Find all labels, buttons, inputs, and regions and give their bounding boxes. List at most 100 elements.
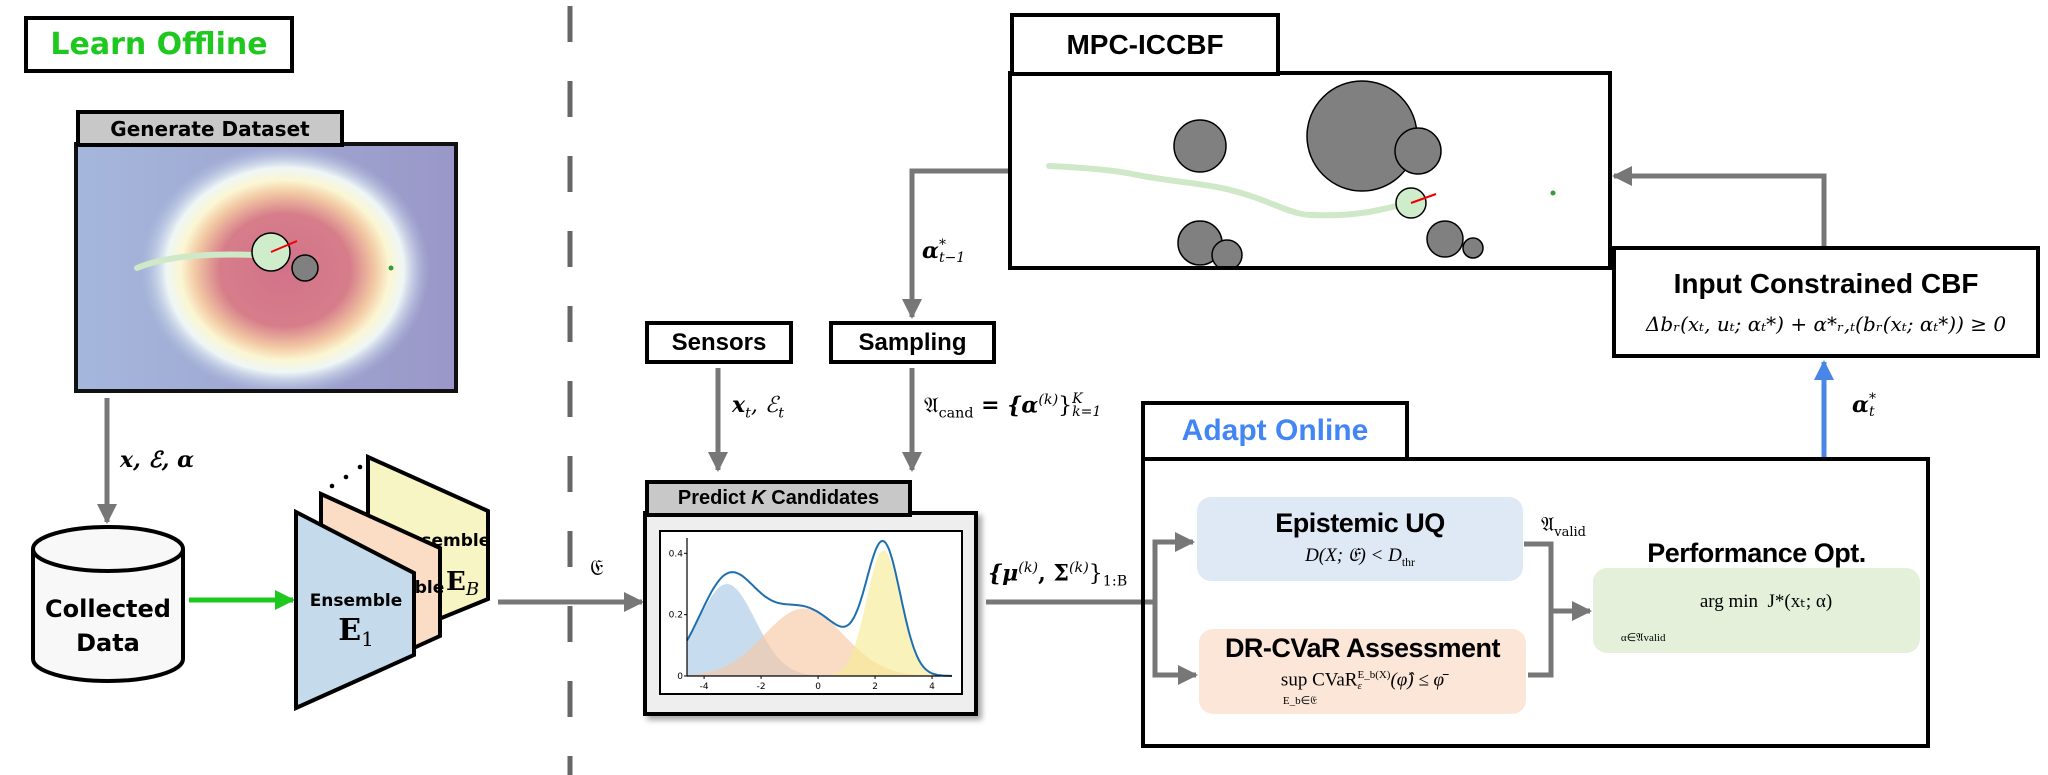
dataset-edge-label: x, ℰ, α [120,447,195,473]
ellipsis-dot [357,464,363,470]
robot-heading [270,240,298,253]
dr-cvar-formula: sup CVaRE_b(X) ε (φ̂) ≤ φ̄ E_b∈𝔈 [1281,670,1444,710]
set-lower-bound: k=1 [1072,404,1102,421]
mean-superscript: (k) [1018,560,1039,576]
obstacle [1173,119,1227,173]
set-upper-bound: K [1072,391,1083,408]
arrow-cbf-to-mpc [1612,166,1827,246]
learn-offline-title: Learn Offline [24,16,294,73]
collected-line-1: Collected [45,595,171,623]
obstacle [291,254,319,282]
state-subscript: t [745,405,751,422]
performance-opt-formula: arg min J*(xₜ; α) α∈𝔄valid [1621,575,1833,683]
learn-offline-label: Learn Offline [50,27,268,62]
ellipsis-dot [329,483,335,489]
branch-to-epistemic [1152,532,1195,609]
x-tick-label: 4 [929,682,935,692]
alpha-star: * [1868,391,1876,407]
input-constrained-cbf-box: Input Constrained CBF Δbᵣ(xₜ, uₜ; αₜ*) +… [1612,246,2040,358]
alpha-star-label: α* t [1852,392,1876,419]
mean-symbol: {μ [988,560,1019,587]
predict-edge-label: {μ(k), Σ(k)}1:B [988,560,1127,590]
component-area-3 [687,550,952,676]
epistemic-uq-title: Epistemic UQ [1275,508,1445,539]
threshold-subscript: thr [1401,555,1415,569]
ensemble-back-symbol: EB [446,567,479,600]
alpha-symbol: α [1852,392,1869,418]
cvar-superscript: E_b(X) [1357,669,1391,681]
obstacle [1462,237,1484,259]
obstacle [1394,127,1442,175]
covariance-symbol: , Σ [1038,560,1069,587]
valid-set-subscript: valid [1554,525,1586,540]
valid-set-label: 𝔄valid [1541,512,1586,540]
covariance-superscript: (k) [1068,560,1089,576]
adapt-online-tab: Adapt Online [1141,401,1409,461]
candidate-set-subscript: cand [938,405,974,422]
ensemble-range: 1:B [1102,573,1128,590]
previous-alpha-label: α* t−1 [922,238,965,265]
obstacle [1426,220,1464,258]
set-close: } [1088,561,1103,587]
cvar-bound: (φ̂) ≤ φ̄ [1390,669,1445,691]
obstacle [1211,239,1243,266]
cvar-operator: sup CVaR [1280,669,1358,691]
cvar-subscript: ε [1357,680,1362,692]
robot-heading [1410,193,1437,204]
sup-domain: E_b∈𝔈 [1282,695,1317,707]
ensemble-plane-front [294,508,416,712]
generate-dataset-tab: Generate Dataset [76,110,344,147]
k-label: K [751,487,766,509]
alpha-time-index: t [1868,404,1875,420]
cbf-constraint-formula: Δbᵣ(xₜ, uₜ; αₜ*) + α*ᵣ,ₜ(bᵣ(xₜ; αₜ*)) ≥ … [1645,312,2007,336]
cbf-title: Input Constrained CBF [1673,268,1979,299]
goal [1550,190,1556,196]
dataset-scene [78,146,454,389]
alpha-set: = {α [973,392,1039,419]
performance-opt-card: Performance Opt. arg min J*(xₜ; α) α∈𝔄va… [1593,538,1920,653]
mpc-scene [1046,80,1556,266]
epistemic-uq-formula: D(X; 𝔈) < Dthr [1305,545,1415,570]
arrow-mpc-to-sampling [902,168,1008,319]
predict-label: Predict [677,487,752,509]
collected-data-label: Collected Data [33,592,183,660]
ensemble-front-label: Ensemble [310,591,403,611]
mpc-iccbf-label: MPC-ICCBF [1066,28,1224,60]
x-tick-label: 2 [872,682,878,692]
alpha-superscript: (k) [1038,392,1059,408]
argmin-expression: arg min J*(xₜ; α) [1699,591,1833,612]
x-tick-label: -4 [700,682,709,692]
goal [388,265,394,271]
performance-opt-title: Performance Opt. [1647,538,1866,568]
collected-line-2: Data [76,629,140,657]
argmin-domain: α∈𝔄valid [1620,632,1666,644]
generate-dataset-label: Generate Dataset [110,116,310,141]
alpha-symbol: α [922,238,939,264]
distance-expression: D(X; 𝔈) < D [1305,545,1402,567]
y-tick-label: 0.2 [669,611,683,621]
mpc-frame [1008,71,1612,270]
y-tick-label: 0 [677,672,683,682]
x-tick-label: -2 [757,682,766,692]
adapt-online-label: Adapt Online [1181,414,1369,447]
sensors-label: Sensors [671,328,767,356]
alpha-star: * [938,237,946,253]
component-area-2 [687,608,952,676]
candidate-set-symbol: 𝔄 [924,393,939,419]
sampling-edge-label: 𝔄cand = {α(k)}K k=1 [924,392,1101,422]
ensemble-edge-label: 𝔈 [590,556,604,581]
density-chart: -4 -2 0 2 4 0 0.2 0.4 [669,538,952,692]
ensemble-front-symbol: E1 [338,613,374,651]
predict-candidates-tab: Predict K Candidates [645,480,912,517]
epistemic-uq-card: Epistemic UQ D(X; 𝔈) < Dthr [1197,497,1523,581]
x-tick-label: 0 [815,682,821,692]
mixture-density-curve [686,539,952,677]
env-subscript: t [778,405,784,422]
risk-heatmap [140,146,430,389]
dr-cvar-title: DR-CVaR Assessment [1224,633,1501,663]
sensors-edge-label: xt, ℰt [732,392,784,421]
mpc-iccbf-tab: MPC-ICCBF [1010,13,1280,76]
env-symbol: , ℰ [750,393,779,418]
